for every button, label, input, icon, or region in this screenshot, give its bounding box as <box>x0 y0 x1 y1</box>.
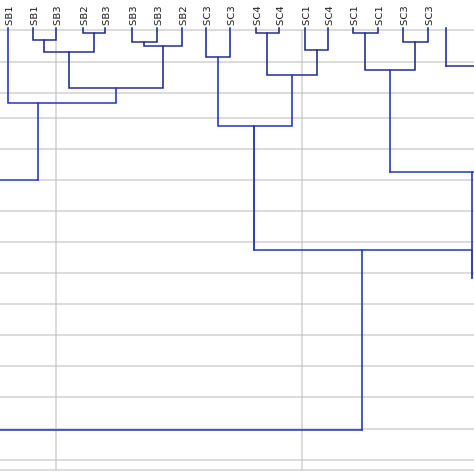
leaf-labels: SB1 SB1 SB3 SB2 SB3 SB3 SB3 SB2 SC3 SC3 SC4 SC4 SC1 S… <box>4 6 435 26</box>
leaf-label: SC3 <box>202 6 213 26</box>
leaf-label: SC1 <box>301 6 312 26</box>
dendrogram-link <box>7 27 117 104</box>
dendrogram-link <box>217 56 293 127</box>
dendrogram-link <box>43 32 95 53</box>
leaf-label: SB3 <box>52 6 63 26</box>
dendrogram-link <box>143 27 183 47</box>
leaf-label: SB2 <box>79 6 90 26</box>
leaf-label: SC4 <box>275 6 286 26</box>
dendrogram-links <box>0 27 474 431</box>
leaf-label: SB3 <box>101 6 112 26</box>
leaf-label: SC3 <box>226 6 237 26</box>
dendrogram-link <box>304 27 329 51</box>
leaf-label: SB3 <box>153 6 164 26</box>
dendrogram-link <box>266 32 318 76</box>
leaf-label: SC4 <box>252 6 263 26</box>
leaf-label: SC3 <box>399 6 410 26</box>
dendrogram-link <box>205 27 231 58</box>
leaf-label: SB2 <box>178 6 189 26</box>
leaf-label: SC1 <box>349 6 360 26</box>
leaf-label: SC1 <box>374 6 385 26</box>
leaf-label: SB1 <box>4 6 15 26</box>
leaf-label: SB3 <box>128 6 139 26</box>
leaf-label: SC4 <box>324 6 335 26</box>
leaf-label: SC3 <box>424 6 435 26</box>
leaf-label: SB1 <box>29 6 40 26</box>
dendrogram-link <box>364 32 416 71</box>
